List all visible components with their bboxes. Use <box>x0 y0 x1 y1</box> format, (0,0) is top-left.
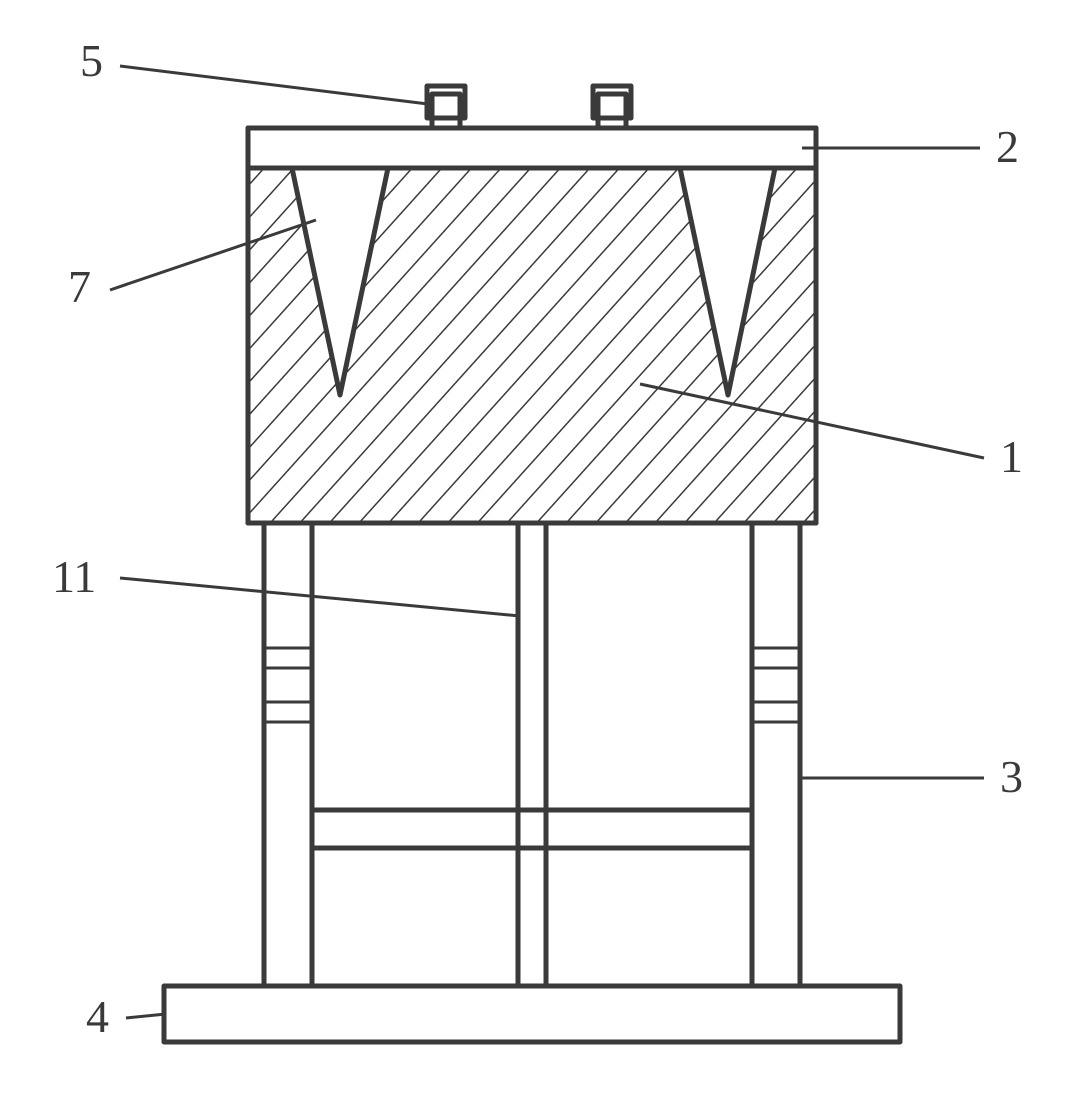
label-l7-label: 7 <box>68 261 91 312</box>
hatched-block <box>248 168 816 523</box>
label-l5-label: 5 <box>80 35 103 86</box>
base-plate <box>164 986 900 1042</box>
center-post <box>518 523 546 986</box>
bolt <box>593 86 631 128</box>
cross-bar <box>312 810 752 848</box>
label-l11-leader <box>120 578 520 616</box>
label-l2-label: 2 <box>996 121 1019 172</box>
support-frame <box>164 523 900 1042</box>
label-l4-label: 4 <box>86 991 109 1042</box>
bolt <box>427 86 465 128</box>
label-l1-label: 1 <box>1000 431 1023 482</box>
label-l11-label: 11 <box>52 551 96 602</box>
label-l5-leader <box>120 66 428 104</box>
label-l4-leader <box>126 1014 166 1018</box>
label-l3-label: 3 <box>1000 751 1023 802</box>
